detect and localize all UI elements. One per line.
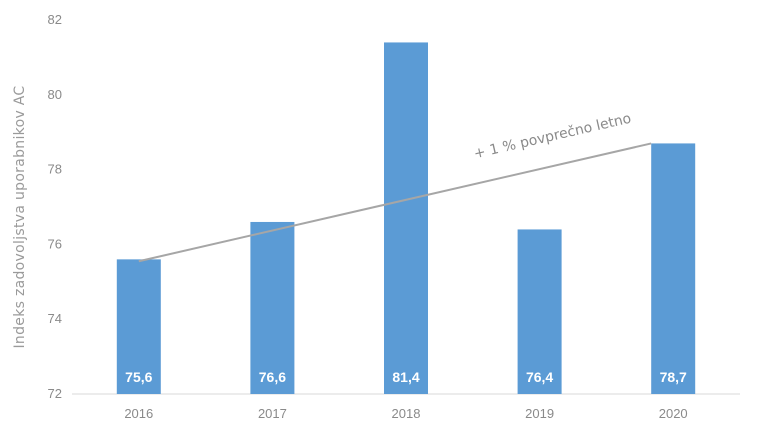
- y-tick-label: 72: [48, 386, 62, 401]
- x-tick-label: 2018: [392, 406, 421, 421]
- y-tick-label: 80: [48, 87, 62, 102]
- trendline: [138, 142, 652, 263]
- x-tick-label: 2019: [525, 406, 554, 421]
- data-label-2018: 81,4: [392, 369, 419, 385]
- bar-2018: [384, 42, 428, 394]
- x-tick-label: 2020: [659, 406, 688, 421]
- y-axis-ticks: 72 74 76 78 80 82: [48, 12, 62, 401]
- y-tick-label: 82: [48, 12, 62, 27]
- bar-2020: [651, 143, 696, 394]
- data-label-2016: 75,6: [125, 369, 152, 385]
- bars: 75,6 76,6 81,4 76,4 78,7: [116, 42, 696, 394]
- data-label-2020: 78,7: [660, 369, 687, 385]
- data-label-2019: 76,4: [526, 369, 553, 385]
- y-axis-label: Indeks zadovoljstva uporabnikov AC: [12, 86, 28, 349]
- bar-2016: [116, 259, 161, 394]
- bar-2019: [517, 229, 562, 394]
- y-tick-label: 78: [48, 162, 62, 177]
- y-tick-label: 74: [48, 311, 62, 326]
- x-axis-ticks: 2016 2017 2018 2019 2020: [124, 406, 687, 421]
- trendline-annotation: + 1 % povprečno letno: [472, 111, 632, 163]
- data-label-2017: 76,6: [259, 369, 286, 385]
- bar-2017: [250, 221, 295, 394]
- x-tick-label: 2016: [124, 406, 153, 421]
- y-tick-label: 76: [48, 236, 62, 251]
- x-tick-label: 2017: [258, 406, 287, 421]
